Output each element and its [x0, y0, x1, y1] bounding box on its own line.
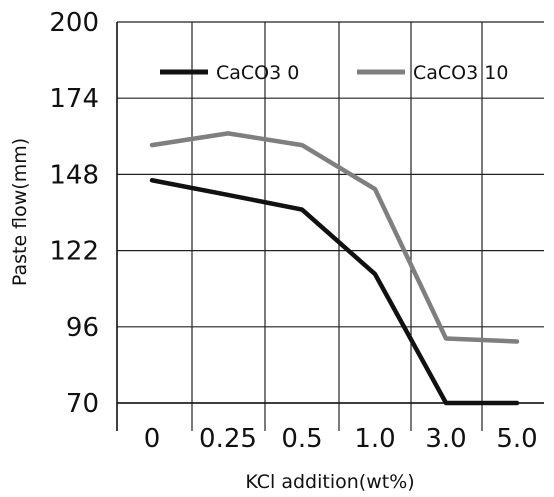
legend-label-0: CaCO3 0 — [216, 62, 299, 84]
legend-label-1: CaCO3 10 — [413, 62, 508, 84]
x-tick-label: 1.0 — [354, 424, 395, 454]
y-tick-label: 70 — [66, 389, 99, 419]
series-line-0 — [149, 178, 520, 406]
y-tick-label: 174 — [49, 84, 99, 114]
y-axis-label: Paste flow(mm) — [9, 138, 31, 286]
x-tick-label: 5.0 — [496, 424, 537, 454]
x-tick-label: 0 — [144, 424, 161, 454]
y-tick-label: 96 — [66, 313, 99, 343]
y-tick-label: 200 — [49, 8, 99, 38]
x-tick-label: 0.5 — [281, 424, 322, 454]
x-tick-label: 3.0 — [425, 424, 466, 454]
x-tick-label: 0.25 — [199, 424, 257, 454]
series-layer — [149, 131, 520, 406]
legend: CaCO3 0 CaCO3 10 — [160, 62, 508, 84]
y-tick-label: 148 — [49, 160, 99, 190]
y-tick-label: 122 — [49, 237, 99, 267]
tick-labels: 70 96 122 148 174 200 0 0.25 0.5 1.0 3.0 5.0 — [49, 8, 537, 454]
x-axis-label: KCl addition(wt%) — [245, 471, 414, 493]
grid-lines — [117, 21, 544, 431]
series-line-1 — [149, 131, 520, 344]
